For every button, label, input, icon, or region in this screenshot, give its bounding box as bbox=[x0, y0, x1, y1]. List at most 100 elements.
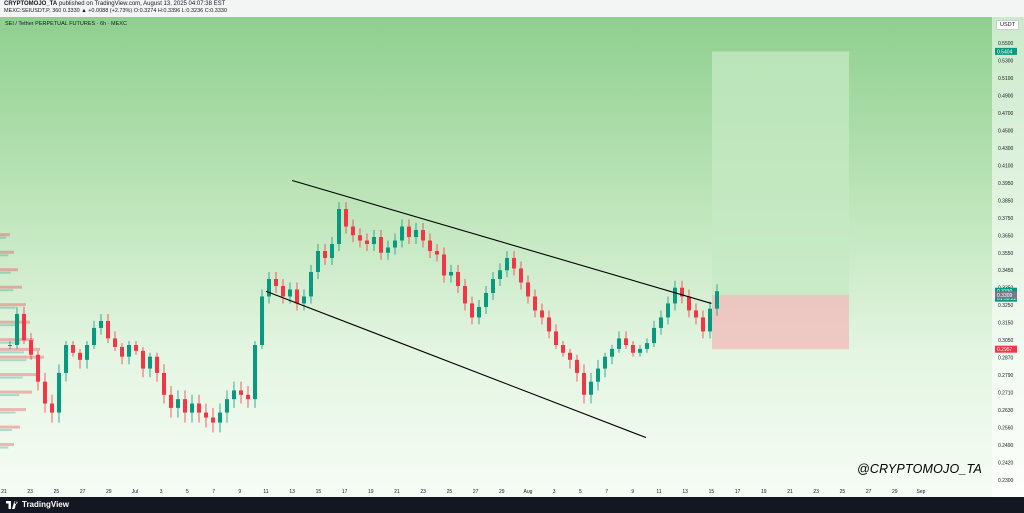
volume-profile-bar bbox=[0, 347, 40, 351]
time-tick-label: 29 bbox=[499, 489, 505, 495]
price-tick-label: 0.3250 bbox=[998, 303, 1014, 309]
time-tick-label: 29 bbox=[892, 489, 898, 495]
time-tick-label: 11 bbox=[263, 489, 268, 495]
candle-body bbox=[197, 403, 201, 413]
time-tick-label: 21 bbox=[787, 489, 793, 495]
time-axis[interactable]: 21 23 25 27 29 Jul 3 5 7 9 11 13 15 17 19 21 23 25 27 29 Aug… bbox=[1, 489, 925, 495]
volume-profile-bar bbox=[0, 289, 14, 292]
candle-body bbox=[498, 270, 502, 279]
candle-body bbox=[715, 291, 719, 309]
time-tick-label: 13 bbox=[289, 489, 295, 495]
time-tick-label: 19 bbox=[368, 489, 374, 495]
volume-profile-bar bbox=[0, 303, 26, 307]
candle-body bbox=[484, 292, 488, 307]
volume-profile-bar bbox=[0, 429, 12, 432]
candle-body bbox=[659, 317, 663, 328]
candle-body bbox=[477, 306, 481, 318]
candle-body bbox=[169, 394, 173, 408]
candle-body bbox=[624, 338, 628, 346]
candle-body bbox=[652, 327, 656, 344]
candle-body bbox=[36, 354, 40, 382]
price-tick-label: 0.3750 bbox=[998, 216, 1014, 222]
candle-body bbox=[428, 240, 432, 252]
candle-body bbox=[120, 346, 124, 357]
volume-profile-bar bbox=[0, 355, 44, 359]
price-tag-label: 0.3309 bbox=[997, 293, 1013, 299]
trendline[interactable] bbox=[265, 290, 647, 439]
candle-body bbox=[204, 412, 208, 418]
time-tick-label: 25 bbox=[447, 489, 453, 495]
volume-profile-bar bbox=[0, 306, 16, 309]
chart-canvas[interactable]: 0.5500 0.5300 0.5100 0.4900 0.4700 0.4500 0.43… bbox=[0, 17, 1024, 497]
candle-body bbox=[155, 356, 159, 373]
candle-body bbox=[708, 308, 712, 332]
time-tick-label: Jul bbox=[132, 489, 138, 495]
candle-body bbox=[694, 310, 698, 318]
candle-body bbox=[645, 343, 649, 349]
price-tag bbox=[995, 345, 1017, 353]
time-tick-label: 29 bbox=[106, 489, 112, 495]
candle-body bbox=[526, 282, 530, 297]
candle-body bbox=[29, 340, 33, 355]
candle-body bbox=[253, 345, 257, 400]
time-tick-label: 23 bbox=[420, 489, 426, 495]
trendlines[interactable] bbox=[265, 179, 712, 439]
candle-body bbox=[190, 403, 194, 413]
volume-profile-bar bbox=[0, 324, 18, 327]
candle-body bbox=[407, 226, 411, 238]
price-tick-label: 0.2710 bbox=[998, 391, 1014, 397]
volume-profile-bar bbox=[0, 411, 16, 414]
volume-profile-bar bbox=[0, 359, 27, 362]
candle-body bbox=[302, 296, 306, 304]
price-axis[interactable]: 0.5500 0.5300 0.5100 0.4900 0.4700 0.4500 0.43… bbox=[992, 17, 1024, 497]
price-tick-label: 0.5500 bbox=[998, 41, 1014, 47]
candle-body bbox=[351, 226, 355, 236]
candle-body bbox=[344, 209, 348, 227]
time-tick-label: 21 bbox=[1, 489, 7, 495]
candle-body bbox=[50, 403, 54, 413]
candle-body bbox=[701, 317, 705, 332]
price-tick-label: 0.3650 bbox=[998, 233, 1014, 239]
candle-body bbox=[603, 356, 607, 369]
tradingview-brand[interactable]: TradingView bbox=[22, 500, 69, 509]
price-tick-label: 0.2300 bbox=[998, 478, 1014, 484]
volume-profile-bar bbox=[0, 425, 20, 429]
price-tick-label: 0.3050 bbox=[998, 338, 1014, 344]
tradingview-logo-icon[interactable] bbox=[6, 500, 19, 510]
candle-body bbox=[540, 310, 544, 318]
candle-body bbox=[519, 268, 523, 283]
volume-profile-bar bbox=[0, 351, 24, 354]
price-tick-label: 0.5300 bbox=[998, 58, 1014, 64]
candle-body bbox=[379, 237, 383, 253]
time-tick-label: 27 bbox=[473, 489, 479, 495]
candle-body bbox=[617, 338, 621, 349]
trendline[interactable] bbox=[292, 179, 712, 304]
symbol-title: SEI / Tether PERPETUAL FUTURES · 6h · ME… bbox=[5, 21, 127, 27]
candle-body bbox=[239, 390, 243, 395]
time-tick-label: 5 bbox=[186, 489, 189, 495]
time-tick-label: 19 bbox=[761, 489, 767, 495]
candle-body bbox=[183, 399, 187, 413]
currency-button[interactable]: USDT bbox=[996, 20, 1019, 30]
time-tick-label: 25 bbox=[840, 489, 846, 495]
price-tick-label: 0.3850 bbox=[998, 198, 1014, 204]
candle-body bbox=[309, 271, 313, 297]
candle-body bbox=[8, 345, 12, 347]
candle-body bbox=[386, 247, 390, 253]
price-axis-bg bbox=[992, 17, 1024, 497]
price-chart[interactable]: 0.5500 0.5300 0.5100 0.4900 0.4700 0.4500 0.43… bbox=[0, 17, 1024, 497]
candle-body bbox=[421, 230, 425, 241]
position-zone bbox=[712, 51, 849, 295]
candle-body bbox=[323, 251, 327, 259]
candle-body bbox=[372, 237, 376, 245]
candle-body bbox=[141, 350, 145, 369]
candle-body bbox=[57, 372, 61, 413]
price-tick-label: 0.4900 bbox=[998, 93, 1014, 99]
candle-body bbox=[71, 345, 75, 353]
candle-body bbox=[554, 331, 558, 346]
candle-body bbox=[414, 230, 418, 238]
publish-info: published on TradingView.com, August 13,… bbox=[58, 1, 226, 7]
candle-body bbox=[568, 352, 572, 360]
publisher-line: CRYPTOMOJO_TA published on TradingView.c… bbox=[4, 1, 225, 7]
publisher-bar: CRYPTOMOJO_TA published on TradingView.c… bbox=[0, 0, 1024, 18]
